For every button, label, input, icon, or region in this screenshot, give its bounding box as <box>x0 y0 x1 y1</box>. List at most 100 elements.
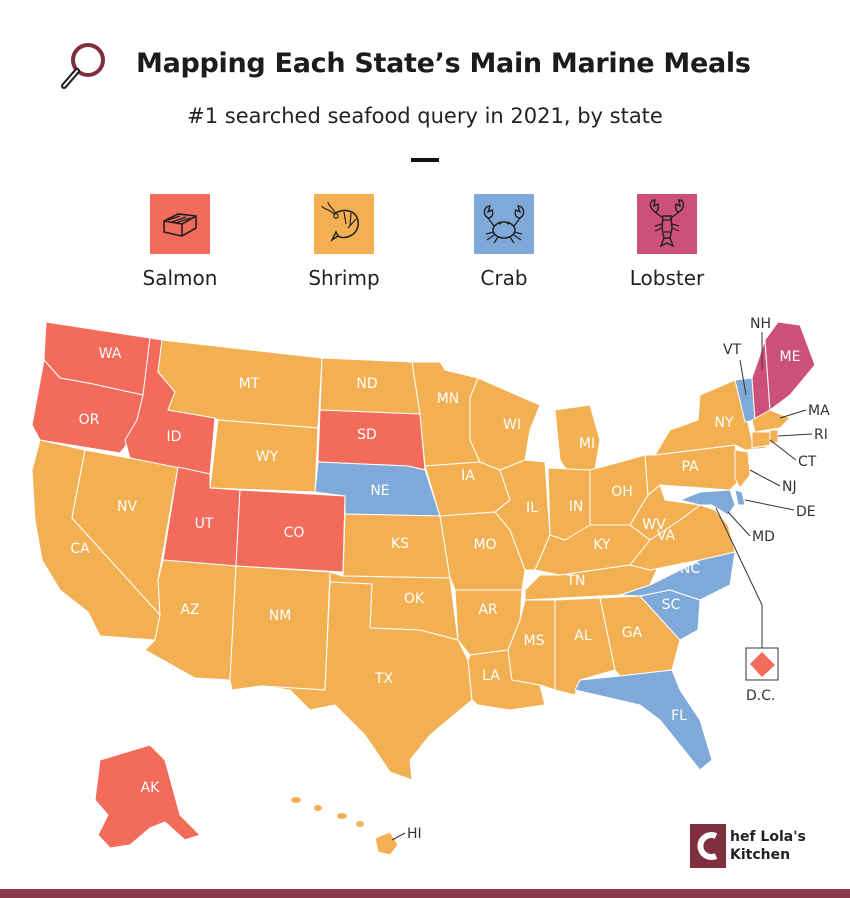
leader-line-de <box>744 499 795 511</box>
state-label-in: IN <box>569 499 584 515</box>
state-label-ms: MS <box>524 633 545 649</box>
legend-swatch-shrimp <box>314 194 374 254</box>
hawaii-island-2 <box>314 805 322 811</box>
state-label-ia: IA <box>461 468 475 484</box>
legend-swatch-crab <box>474 194 534 254</box>
state-label-az: AZ <box>180 602 199 618</box>
state-label-fl: FL <box>671 708 687 724</box>
leader-line-dc <box>715 507 763 648</box>
state-label-il: IL <box>526 500 538 516</box>
hawaii-island-3 <box>337 813 347 819</box>
brand-mark <box>690 824 726 868</box>
state-label-md: MD <box>752 529 775 545</box>
state-label-ma: MA <box>808 403 830 419</box>
state-label-tn: TN <box>565 573 585 589</box>
state-label-ny: NY <box>714 415 733 431</box>
divider <box>411 158 439 162</box>
state-label-mo: MO <box>473 537 496 553</box>
state-tx <box>261 581 473 781</box>
hawaii-island-4 <box>356 821 364 827</box>
state-label-nh: NH <box>750 316 771 332</box>
state-label-id: ID <box>167 429 182 445</box>
legend-item-shrimp: Shrimp <box>284 194 404 290</box>
page-subtitle: #1 searched seafood query in 2021, by st… <box>187 104 663 128</box>
leader-line-vt <box>739 359 747 396</box>
legend-label-shrimp: Shrimp <box>308 266 380 290</box>
state-label-dc: D.C. <box>746 688 775 704</box>
legend-label-lobster: Lobster <box>629 266 705 290</box>
state-ct <box>751 431 771 449</box>
state-hi <box>374 831 399 856</box>
state-dc <box>750 652 775 677</box>
footer-bar <box>0 889 850 898</box>
states-layer <box>31 321 816 856</box>
state-nj <box>734 449 751 489</box>
state-wv <box>629 484 701 541</box>
us-map: WA OR CA NV ID MT WY UT CO AZ NM ND SD NE KS OK TX MN IA MO… <box>31 316 830 856</box>
state-label-hi: HI <box>407 826 422 842</box>
state-label-wa: WA <box>99 346 122 362</box>
state-label-ak: AK <box>141 780 161 796</box>
brand-name: hef Lola's Kitchen <box>730 828 806 864</box>
state-fl <box>574 669 713 771</box>
state-label-mt: MT <box>239 376 260 392</box>
state-label-mi: MI <box>579 436 595 452</box>
brand-line-1: hef Lola's <box>730 829 806 845</box>
state-label-de: DE <box>796 504 816 520</box>
lobster-icon <box>649 199 685 248</box>
state-label-ut: UT <box>195 516 214 532</box>
legend-item-salmon: Salmon <box>120 194 240 290</box>
leader-line-ct <box>769 439 797 461</box>
state-label-sc: SC <box>662 597 681 613</box>
legend-item-crab: Crab <box>444 194 564 290</box>
state-me <box>764 321 816 411</box>
state-label-ne: NE <box>370 483 389 499</box>
state-label-wv: WV <box>642 517 666 533</box>
state-label-nm: NM <box>269 608 292 624</box>
state-label-tx: TX <box>374 671 394 687</box>
state-nc <box>619 551 736 601</box>
state-label-ct: CT <box>798 454 817 470</box>
legend-swatch-lobster <box>637 194 697 254</box>
salmon-steak-icon <box>163 213 197 237</box>
page-title: Mapping Each State’s Main Marine Meals <box>136 48 751 79</box>
leader-line-ri <box>777 433 813 437</box>
state-az <box>144 559 237 681</box>
state-label-wy: WY <box>256 449 279 465</box>
state-label-me: ME <box>780 349 801 365</box>
state-label-vt: VT <box>723 342 742 358</box>
state-label-ok: OK <box>404 591 425 607</box>
state-de <box>734 489 746 506</box>
state-label-ga: GA <box>622 625 643 641</box>
state-label-ca: CA <box>70 541 90 557</box>
state-label-al: AL <box>574 628 592 644</box>
state-ak <box>94 744 201 849</box>
state-il <box>494 459 551 571</box>
leader-line-ma <box>779 409 807 419</box>
state-label-nj: NJ <box>782 479 797 495</box>
state-label-la: LA <box>482 668 500 684</box>
state-label-mn: MN <box>437 391 460 407</box>
shrimp-icon <box>321 201 359 243</box>
state-label-or: OR <box>79 412 100 428</box>
state-label-oh: OH <box>611 484 633 500</box>
legend-label-salmon: Salmon <box>142 266 218 290</box>
state-label-nv: NV <box>117 499 137 515</box>
state-label-nc: NC <box>680 561 700 577</box>
state-ma <box>751 409 791 433</box>
state-label-pa: PA <box>681 459 699 475</box>
state-ri <box>769 429 779 445</box>
state-label-ri: RI <box>814 427 828 443</box>
state-label-co: CO <box>284 525 305 541</box>
legend-label-crab: Crab <box>480 266 528 290</box>
state-label-ks: KS <box>391 536 409 552</box>
magnifier-icon <box>61 43 105 89</box>
legend-swatch-salmon <box>150 194 210 254</box>
brand-logo: hef Lola's Kitchen <box>690 824 806 868</box>
crab-icon <box>483 205 525 244</box>
state-label-wi: WI <box>503 417 521 433</box>
state-label-sd: SD <box>357 427 377 443</box>
labels-layer: WA OR CA NV ID MT WY UT CO AZ NM ND SD NE KS OK TX MN IA MO… <box>70 346 800 796</box>
leader-line-nj <box>749 469 781 487</box>
